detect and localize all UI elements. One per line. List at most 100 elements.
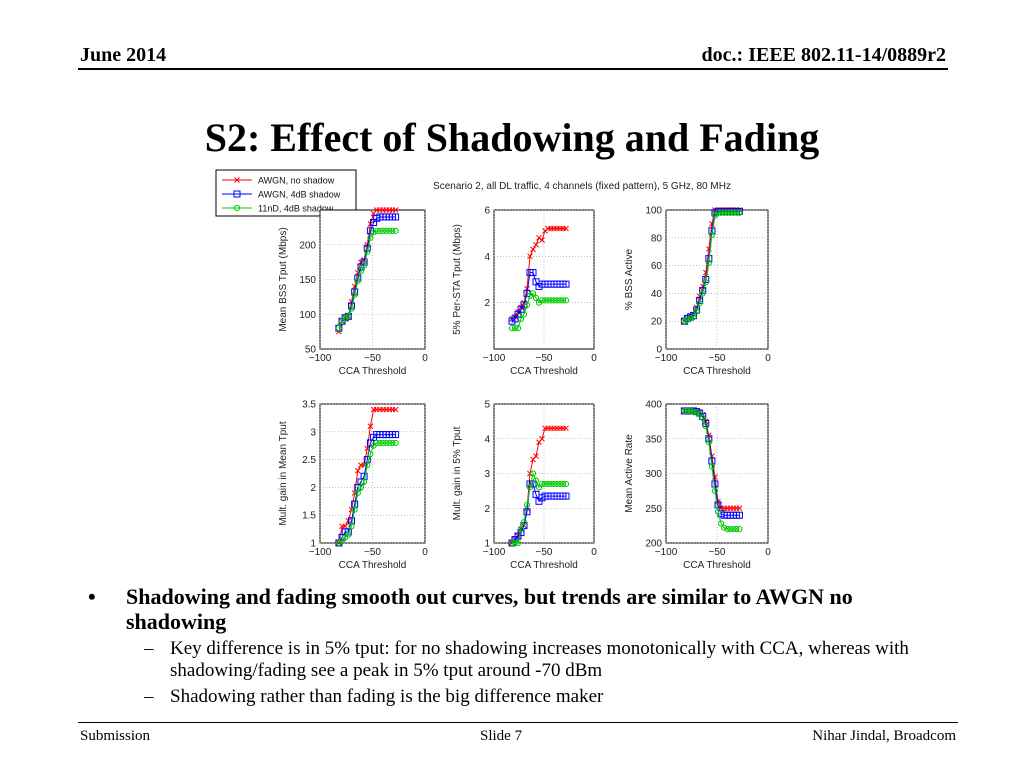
data-point-11nd-4db-shadow [529,470,537,477]
data-point-awgn-no-shadow-stroke [364,445,371,452]
data-point-11nd-4db-shadow [705,439,712,446]
data-point-awgn-no-shadow [342,523,349,530]
x-tick-label: −50 [536,547,553,558]
data-point-awgn-no-shadow-stroke [367,423,374,430]
y-axis-label: Mean Active Rate [624,434,635,513]
data-point-11nd-4db-shadow [338,318,346,325]
data-point-11nd-4db-shadow [714,209,722,216]
y-tick-label: 6 [484,206,490,217]
data-point-11nd-4db-shadow [690,408,697,415]
data-point-11nd-4db-shadow [383,227,390,234]
data-point-11nd-4db-shadow [547,480,555,488]
data-point-awgn-no-shadow-stroke [533,453,539,459]
x-tick-label: −50 [709,547,726,558]
data-point-11nd-4db-shadow [376,439,383,447]
data-point-11nd-4db-shadow [702,423,709,430]
data-point-awgn-no-shadow [736,505,743,512]
series-awgn-4db-shadow [508,269,570,325]
y-tick-label: 3 [310,427,316,438]
header-doc-id: doc.: IEEE 802.11-14/0889r2 [701,44,946,66]
y-tick-label: 350 [645,434,662,445]
legend-entry-11nd-4db-shadow: 11nD, 4dB shadow [258,204,334,214]
data-point-awgn-no-shadow [392,406,399,413]
data-point-11nd-4db-shadow [717,520,725,527]
data-point-11nd-4db-shadow [364,248,371,255]
data-point-awgn-no-shadow [563,225,569,232]
data-point-11nd-4db-shadow [354,277,361,284]
data-point-awgn-no-shadow-stroke [392,406,399,413]
data-point-awgn-4db-shadow [735,207,743,215]
series-11nd-4db-shadow [335,227,399,332]
bullet-main: Shadowing and fading smooth out curves, … [84,584,954,634]
x-tick-label: −100 [483,547,506,558]
data-point-11nd-4db-shadow [693,308,700,315]
x-tick-label: −50 [709,353,726,364]
y-tick-label: 3 [484,469,490,480]
data-point-11nd-4db-shadow [389,439,396,447]
legend-marker-awgn-4db-shadow [233,190,241,198]
y-axis-label: Mean BSS Tput (Mbps) [278,227,289,331]
y-tick-label: 5 [484,400,490,411]
data-point-11nd-4db-shadow [367,450,374,458]
x-axis-label: CCA Threshold [510,560,578,571]
series-awgn-no-shadow [509,225,569,322]
subplot-mult-gain-in-mean-tput: −100 −50 0 1 1.5 2 2.5 3 3.5 CCA Threshold Mult. g… [278,400,428,572]
data-point-11nd-4db-shadow [357,268,365,275]
data-point-awgn-no-shadow-stroke [563,425,569,432]
x-tick-label: −100 [655,547,678,558]
data-point-11nd-4db-shadow [708,231,715,239]
data-point-11nd-4db-shadow [559,297,567,304]
legend-entry-awgn-4db-shadow: AWGN, 4dB shadow [258,190,341,200]
data-point-11nd-4db-shadow [342,314,349,321]
legend-entry-awgn-no-shadow: AWGN, no shadow [258,176,335,186]
data-point-11nd-4db-shadow [733,526,740,533]
data-point-11nd-4db-shadow [559,480,567,488]
data-point-11nd-4db-shadow [508,539,516,547]
legend-marker-11nd-4db-shadow [233,204,241,212]
data-point-awgn-no-shadow-stroke [533,241,539,248]
x-tick-label: −100 [309,353,332,364]
data-point-11nd-4db-shadow [376,227,383,234]
data-point-11nd-4db-shadow [514,325,522,332]
data-point-11nd-4db-shadow [520,519,528,526]
data-point-11nd-4db-shadow [361,262,368,269]
series-11nd-4db-shadow [508,290,570,332]
x-tick-label: 0 [765,547,771,558]
data-point-11nd-4db-shadow [687,407,694,415]
y-tick-label: 100 [645,206,662,217]
data-point-awgn-no-shadow [530,246,536,253]
series-11nd-4db-shadow [335,439,399,547]
bullet-list: Shadowing and fading smooth out curves, … [84,584,954,708]
data-point-11nd-4db-shadow [354,489,361,497]
data-point-11nd-4db-shadow [538,297,546,304]
data-point-11nd-4db-shadow [717,209,725,216]
data-point-11nd-4db-shadow [520,311,528,318]
data-point-awgn-4db-shadow [392,431,400,439]
data-point-11nd-4db-shadow [550,297,558,304]
x-tick-label: −100 [309,547,332,558]
bullet-sub-1: – Key difference is in 5% tput: for no s… [84,638,954,682]
data-point-11nd-4db-shadow [553,297,561,304]
data-point-11nd-4db-shadow [517,526,525,533]
data-point-11nd-4db-shadow [736,526,743,533]
y-axis-label: Mult. gain in 5% Tput [452,426,463,520]
footer-submission: Submission [80,728,151,744]
legend: AWGN, no shadow AWGN, 4dB shadow 11nD, 4dB… [215,169,357,217]
y-tick-label: 100 [299,310,316,321]
data-point-11nd-4db-shadow [690,313,697,321]
data-point-11nd-4db-shadow [544,480,552,488]
data-point-awgn-no-shadow [521,299,527,306]
data-point-awgn-no-shadow-stroke [539,435,545,442]
data-point-11nd-4db-shadow [523,501,531,508]
data-point-11nd-4db-shadow [721,524,728,531]
data-point-11nd-4db-shadow [556,480,564,488]
y-tick-label: 2 [310,483,316,494]
data-point-11nd-4db-shadow [721,209,728,216]
data-point-awgn-no-shadow [533,241,539,248]
y-tick-label: 40 [651,289,663,300]
data-point-11nd-4db-shadow [392,227,399,234]
data-point-11nd-4db-shadow [730,209,737,216]
y-axis-label: % BSS Active [624,248,635,310]
bullet-sub-1-text: Key difference is in 5% tput: for no sha… [170,638,909,681]
y-tick-label: 1 [484,539,490,550]
